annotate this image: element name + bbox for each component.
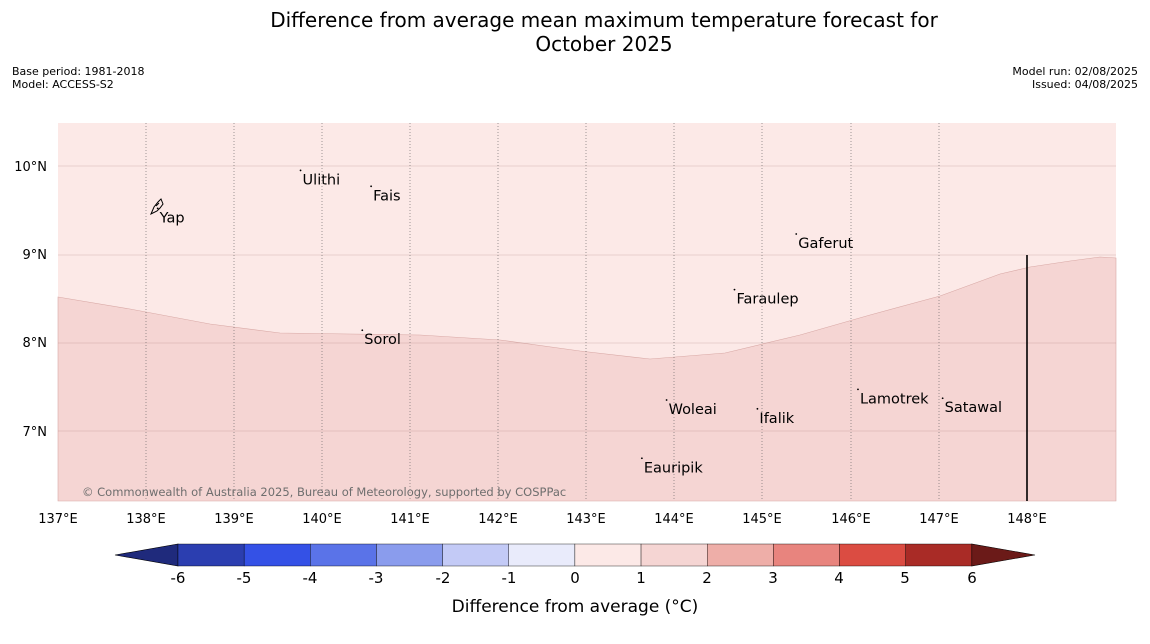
lon-label: 143°E	[566, 512, 606, 527]
lon-label: 137°E	[38, 512, 78, 527]
place-marker	[665, 399, 668, 401]
colorbar-segment	[310, 543, 377, 567]
lon-label: 147°E	[919, 512, 959, 527]
place-label: Ulithi	[303, 172, 341, 188]
place-marker	[857, 388, 859, 391]
issued-date: Issued: 04/08/2025	[1031, 78, 1138, 91]
map-title: Difference from average mean maximum tem…	[0, 8, 1150, 56]
places-layer: Ulithi Fais Yap Gaferut Faraulep Sorol Lamotre…	[156, 169, 1002, 476]
copyright-notice: © Commonwealth of Australia 2025, Bureau…	[82, 485, 566, 499]
colorbar-segment	[773, 543, 840, 567]
place-marker	[299, 169, 302, 172]
place-label: Gaferut	[798, 236, 853, 252]
lon-label: 142°E	[478, 512, 518, 527]
place-marker	[370, 185, 373, 188]
colorbar-tick-label: 5	[900, 569, 910, 587]
colorbar-segment	[442, 543, 509, 567]
place-label: Fais	[373, 188, 400, 204]
colorbar-tick-label: 6	[967, 569, 977, 587]
colorbar-segment	[574, 543, 642, 567]
colorbar-tick-label: -5	[237, 569, 252, 587]
map-title-line1: Difference from average mean maximum tem…	[270, 8, 938, 32]
colorbar-title: Difference from average (°C)	[452, 597, 699, 617]
place-label: Yap	[159, 210, 185, 226]
anomaly-band-1-2	[57, 256, 1117, 502]
place-label: Faraulep	[736, 292, 798, 308]
lon-label: 144°E	[654, 512, 694, 527]
lon-label: 146°E	[831, 512, 871, 527]
place-marker	[795, 233, 798, 235]
place-marker	[156, 207, 159, 210]
base-period: Base period: 1981-2018	[12, 65, 145, 78]
colorbar-segment	[839, 543, 906, 567]
lat-label: 8°N	[23, 336, 48, 351]
place-label: Satawal	[945, 400, 1002, 416]
colorbar-tick-label: 1	[636, 569, 646, 587]
colorbar-segment	[177, 543, 245, 567]
lon-label: 141°E	[390, 512, 430, 527]
colorbar-segment	[508, 543, 576, 567]
lon-label: 148°E	[1007, 512, 1047, 527]
place-label: Lamotrek	[860, 391, 929, 407]
colorbar-tick-label: -4	[303, 569, 318, 587]
place-marker	[733, 288, 736, 291]
colorbar-tick-label: -1	[502, 569, 517, 587]
place-marker	[756, 407, 759, 410]
colorbar-tick-label: -3	[369, 569, 384, 587]
place-marker	[941, 397, 944, 400]
colorbar-tick-label: 3	[768, 569, 778, 587]
colorbar-tick-label: 4	[834, 569, 844, 587]
colorbar-segment	[376, 543, 443, 567]
colorbar-ticks: -6 -5 -4 -3 -2 -1 0 1 2 3 4 5 6	[171, 569, 977, 587]
lat-label: 9°N	[23, 248, 48, 263]
place-label: Woleai	[669, 402, 717, 418]
lon-label: 145°E	[742, 512, 782, 527]
place-label: Ifalik	[759, 411, 794, 427]
model-name: Model: ACCESS-S2	[12, 78, 114, 91]
map-title-line2: October 2025	[535, 32, 673, 56]
place-label: Eauripik	[644, 460, 703, 476]
colorbar	[114, 543, 1036, 567]
meta-left: Base period: 1981-2018 Model: ACCESS-S2	[12, 65, 144, 91]
colorbar-segment	[243, 543, 311, 567]
colorbar-segment	[905, 543, 973, 567]
lon-label: 139°E	[214, 512, 254, 527]
longitude-labels: 137°E 138°E 139°E 140°E 141°E 142°E 143°…	[38, 512, 1047, 527]
model-run: Model run: 02/08/2025	[1012, 65, 1138, 78]
lon-label: 140°E	[302, 512, 342, 527]
colorbar-extend-low	[114, 543, 179, 567]
yap-island	[150, 198, 164, 216]
place-marker	[361, 329, 364, 332]
latitude-labels: 10°N 9°N 8°N 7°N	[14, 160, 47, 440]
colorbar-tick-label: 0	[570, 569, 580, 587]
colorbar-tick-label: -2	[436, 569, 451, 587]
colorbar-extend-high	[971, 543, 1036, 567]
meta-right: Model run: 02/08/2025 Issued: 04/08/2025	[1012, 65, 1138, 91]
lat-label: 7°N	[23, 425, 48, 440]
colorbar-segment	[640, 543, 708, 567]
colorbar-tick-label: 2	[702, 569, 712, 587]
longitude-gridlines	[145, 123, 940, 501]
colorbar-tick-label: -6	[171, 569, 186, 587]
lat-label: 10°N	[14, 160, 47, 175]
place-marker	[640, 457, 643, 460]
lon-label: 138°E	[126, 512, 166, 527]
colorbar-segment	[707, 543, 774, 567]
place-label: Sorol	[364, 332, 401, 348]
